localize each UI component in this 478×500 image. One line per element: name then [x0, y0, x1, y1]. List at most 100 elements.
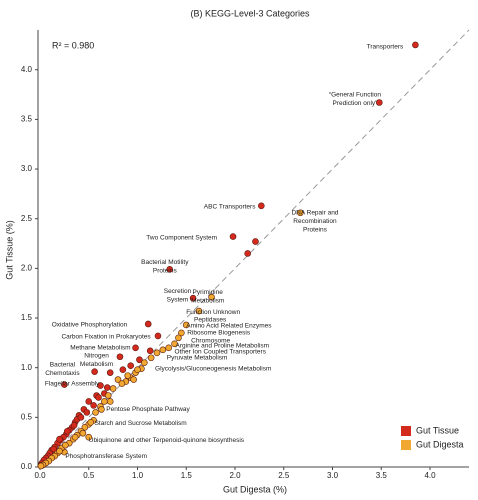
point — [412, 41, 419, 49]
chart-title: (B) KEGG-Level-3 Categories — [190, 8, 310, 18]
y-tick-label: 2.5 — [21, 214, 33, 223]
annotation: Chemotaxis — [45, 370, 80, 377]
annotation: Arginine and Proline Metabolism — [176, 343, 270, 350]
r2-annotation: R² = 0.980 — [52, 40, 94, 50]
x-tick-label: 1.5 — [181, 471, 193, 480]
point — [98, 406, 105, 413]
annotation: Proteins — [153, 268, 178, 275]
point — [71, 433, 79, 441]
y-tick-label: 3.5 — [21, 114, 33, 123]
point — [87, 419, 94, 426]
annotation: Ubiquinone and other Terpenoid-quinone b… — [89, 437, 245, 444]
annotation: Glycolysis/Gluconeogenesis Metabolism — [155, 365, 271, 372]
point — [166, 266, 173, 273]
point — [208, 293, 215, 301]
annotation: Two Component System — [146, 234, 217, 241]
point — [77, 414, 85, 421]
annotation: Secretion — [164, 288, 192, 295]
point — [136, 356, 143, 364]
x-tick-label: 2.5 — [278, 471, 290, 480]
point — [56, 435, 63, 443]
point — [103, 384, 111, 391]
point — [252, 238, 259, 245]
point — [37, 462, 45, 470]
annotation: Bacterial Motility — [141, 259, 189, 266]
x-tick-label: 0.0 — [34, 471, 46, 480]
point — [297, 209, 304, 217]
legend-swatch — [401, 426, 411, 436]
annotation: Bacterial — [50, 361, 76, 368]
point — [70, 421, 78, 429]
annotation: Chromosome — [191, 338, 230, 345]
point — [144, 320, 152, 328]
legend-swatch — [401, 440, 411, 450]
point — [258, 202, 265, 210]
annotation: ABC Transporters — [204, 204, 256, 211]
point — [81, 423, 89, 431]
annotation: Amino Acid Related Enzymes — [186, 323, 272, 330]
point — [375, 99, 383, 106]
point — [116, 353, 124, 361]
annotation: Peptidases — [194, 317, 227, 324]
y-tick-label: 1.0 — [21, 363, 33, 372]
annotation: Prediction only” — [333, 100, 378, 107]
point — [141, 359, 148, 367]
point — [92, 409, 99, 416]
point — [91, 368, 98, 375]
point — [134, 366, 141, 373]
point — [90, 402, 97, 409]
annotation: Transporters — [367, 44, 404, 51]
point — [109, 385, 117, 392]
annotation: Pyruvate Metabolism — [167, 354, 228, 361]
point — [153, 349, 161, 357]
point — [195, 307, 203, 315]
y-tick-label: 1.5 — [21, 313, 33, 322]
point — [182, 321, 190, 329]
point — [127, 362, 134, 369]
point — [61, 381, 68, 388]
annotation: Pyrimidine — [193, 289, 224, 296]
point — [159, 346, 167, 354]
point — [154, 332, 162, 340]
annotation: Metabolism — [80, 361, 113, 368]
annotation: Nitrogen — [84, 352, 109, 359]
point — [124, 372, 132, 379]
reference-line — [39, 29, 470, 468]
point — [106, 369, 114, 376]
point — [175, 334, 182, 342]
point — [171, 340, 178, 348]
y-tick-label: 2.0 — [21, 263, 33, 272]
point — [114, 376, 122, 383]
x-tick-label: 4.0 — [424, 471, 436, 480]
annotation: “General Function — [329, 91, 381, 98]
annotation: Oxidative Phosphorylation — [52, 322, 128, 329]
annotation: Pentose Phosphate Pathway — [106, 406, 190, 413]
x-tick-label: 3.5 — [376, 471, 388, 480]
point — [189, 294, 197, 302]
x-tick-label: 0.5 — [83, 471, 95, 480]
point — [85, 398, 93, 405]
annotation: System — [167, 296, 189, 303]
x-tick-label: 2.0 — [229, 471, 241, 480]
point — [119, 366, 127, 373]
annotation: Phosphotransferase System — [65, 453, 147, 460]
x-axis-label: Gut Digesta (%) — [223, 484, 287, 494]
annotation: Metabolism — [191, 297, 224, 304]
y-tick-label: 0.0 — [21, 462, 33, 471]
point — [146, 347, 154, 355]
annotation: Proteins — [303, 226, 328, 233]
point — [118, 380, 126, 387]
point — [79, 429, 87, 437]
annotation: Other Ion Coupled Transporters — [175, 349, 267, 356]
x-tick-label: 3.0 — [327, 471, 339, 480]
point — [147, 354, 155, 362]
point — [50, 445, 57, 453]
point — [178, 329, 185, 337]
annotation: Starch and Sucrose Metabolism — [95, 420, 187, 427]
point — [97, 382, 104, 389]
point — [229, 233, 237, 240]
annotation: Recombination — [293, 218, 337, 225]
point — [104, 392, 112, 399]
point — [106, 398, 114, 405]
